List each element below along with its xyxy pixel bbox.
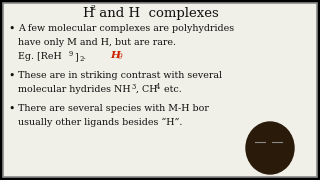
Text: molecular hydrides NH: molecular hydrides NH bbox=[18, 85, 131, 94]
Text: have only M and H, but are rare.: have only M and H, but are rare. bbox=[18, 38, 176, 47]
Text: •: • bbox=[8, 104, 14, 114]
Text: and H  complexes: and H complexes bbox=[95, 7, 219, 20]
Text: •: • bbox=[8, 24, 14, 34]
Text: 4: 4 bbox=[156, 82, 160, 91]
Text: H: H bbox=[82, 7, 94, 20]
Text: 2: 2 bbox=[91, 3, 96, 12]
Text: θ: θ bbox=[118, 53, 123, 61]
Text: ]: ] bbox=[74, 52, 78, 61]
Text: , CH: , CH bbox=[136, 85, 157, 94]
Text: Eg. [ReH: Eg. [ReH bbox=[18, 52, 62, 61]
Text: There are several species with M-H bor: There are several species with M-H bor bbox=[18, 104, 209, 113]
Text: •: • bbox=[8, 71, 14, 81]
Text: 3: 3 bbox=[131, 82, 135, 91]
Text: 9: 9 bbox=[69, 50, 73, 57]
Ellipse shape bbox=[246, 122, 294, 174]
Text: A few molecular complexes are polyhydrides: A few molecular complexes are polyhydrid… bbox=[18, 24, 234, 33]
FancyBboxPatch shape bbox=[3, 3, 317, 177]
Text: etc.: etc. bbox=[161, 85, 182, 94]
Text: H: H bbox=[110, 51, 120, 60]
Text: 2-: 2- bbox=[79, 55, 85, 63]
Text: usually other ligands besides “H”.: usually other ligands besides “H”. bbox=[18, 118, 182, 127]
Text: These are in striking contrast with several: These are in striking contrast with seve… bbox=[18, 71, 222, 80]
